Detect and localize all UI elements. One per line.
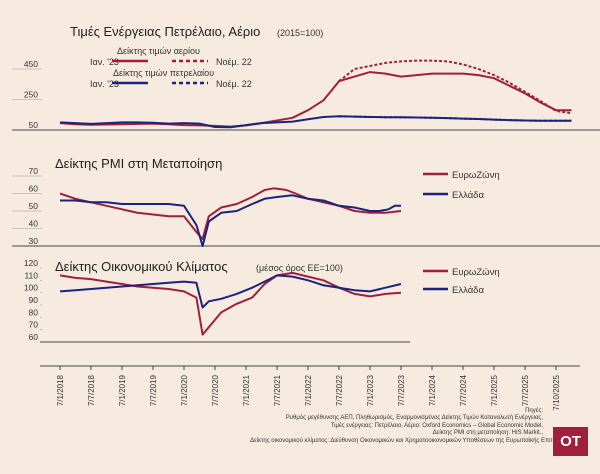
y-tick-label: 110 [24,270,38,280]
y-tick-label: 100 [24,283,38,293]
y-tick-label: 80 [29,307,39,317]
legend-gas-actual-label: Ιαν. '23 [90,57,119,67]
x-tick-label: 7/1/2021 [242,374,251,406]
legend-oil-forecast-label: Νοέμ. 22 [216,79,252,89]
legend-gas-header: Δείκτης τιμών αερίου [117,46,200,56]
sources-line: Δείκτης οικονομικού κλίματος: Διεύθυνση … [250,437,572,444]
y-tick-label: 40 [29,219,39,229]
ot-logo: OT [553,427,588,456]
panel-pmi: Δείκτης PMI στη Μεταποίηση 30 40 50 60 70 Ευ… [12,156,600,247]
energy-title: Τιμές Ενέργειας Πετρέλαιο, Αέριο [70,24,260,39]
sources-note: Πηγές: Ρυθμός μεγέθυνσης ΑΕΠ, Πληθωρισμό… [250,408,572,445]
series-line-red-dashed [338,59,572,115]
sentiment-legend: ΕυρωΖώνη Ελλάδα [423,267,500,296]
pmi-legend-gr-label: Ελλάδα [452,190,484,201]
x-tick-label: 7/7/2022 [335,374,344,406]
sentiment-legend-gr-label: Ελλάδα [452,285,484,296]
pmi-legend: ΕυρωΖώνη Ελλάδα [423,170,500,201]
y-tick-label: 120 [24,258,38,268]
x-tick-label: 7/1/2018 [56,374,65,406]
energy-series [59,59,572,129]
x-tick-label: 7/1/2022 [304,374,313,406]
x-tick-label: 7/10/2025 [552,374,561,410]
series-line-blue [60,194,401,247]
sentiment-subtitle: (μέσος όρος ΕΕ=100) [256,263,343,273]
energy-y-axis: 50 250 450 [12,59,600,131]
y-tick-label: 250 [24,90,38,100]
sentiment-legend-ez-label: ΕυρωΖώνη [452,267,500,278]
sentiment-series [59,271,402,336]
energy-subtitle: (2015=100) [277,28,323,38]
pmi-series [59,187,402,247]
y-tick-label: 60 [29,184,39,194]
y-tick-label: 90 [29,295,39,305]
y-tick-label: 450 [24,59,38,69]
series-line-red [59,271,402,336]
y-tick-label: 70 [29,166,39,176]
series-line-red [59,71,572,128]
x-tick-label: 7/1/2024 [428,374,437,406]
x-tick-label: 7/7/2024 [459,374,468,406]
y-tick-label: 30 [29,236,39,246]
x-tick-label: 7/7/2019 [149,374,158,406]
pmi-y-axis: 30 40 50 60 70 [12,166,600,247]
pmi-legend-ez-label: ΕυρωΖώνη [452,170,500,181]
y-tick-label: 50 [29,201,39,211]
sources-line: Τιμές ενέργειας: Πετρέλαιο, Αέριο: Oxfor… [330,422,543,429]
sources-line: Δείκτης PMI στη μεταποίηση: HIS Markit., [432,430,543,437]
panel-economic-sentiment: Δείκτης Οικονομικού Κλίματος (μέσος όρος… [24,258,500,343]
x-tick-label: 7/7/2025 [521,374,530,406]
x-tick-label: 7/7/2020 [211,374,220,406]
legend-oil-actual-label: Ιαν. '23 [90,79,119,89]
series-line-blue [59,115,572,129]
y-tick-label: 70 [29,320,39,330]
x-tick-label: 7/1/2025 [490,374,499,406]
legend-oil-header: Δείκτης τιμών πετρελαίου [113,68,214,78]
sentiment-title: Δείκτης Οικονομικού Κλίματος [55,259,228,274]
series-line-blue-dashed [338,115,572,122]
sources-line: Ρυθμός μεγέθυνσης ΑΕΠ, Πληθωρισμός, Εναρ… [285,415,543,422]
series-line-red [59,187,402,240]
energy-legend: Δείκτης τιμών αερίου Ιαν. '23 Νοέμ. 22 Δ… [90,46,252,89]
y-tick-label: 50 [29,120,39,130]
x-tick-label: 7/1/2019 [118,374,127,406]
series-line-blue [59,274,402,309]
legend-gas-forecast-label: Νοέμ. 22 [216,57,252,67]
panel-energy-prices: Τιμές Ενέργειας Πετρέλαιο, Αέριο (2015=1… [12,24,600,131]
sentiment-y-axis: 60 70 80 90 100 110 120 [24,258,410,343]
x-tick-label: 7/7/2023 [397,374,406,406]
x-tick-label: 7/7/2018 [87,374,96,406]
sources-line: Πηγές: [525,408,543,414]
pmi-title: Δείκτης PMI στη Μεταποίηση [55,156,222,171]
x-tick-label: 7/7/2021 [273,374,282,406]
y-tick-label: 60 [29,332,39,342]
x-tick-label: 7/1/2023 [366,374,375,406]
x-tick-label: 7/1/2020 [180,374,189,406]
x-axis: 7/1/2018 7/7/2018 7/1/2019 7/7/2019 7/1/2020… [40,365,580,411]
